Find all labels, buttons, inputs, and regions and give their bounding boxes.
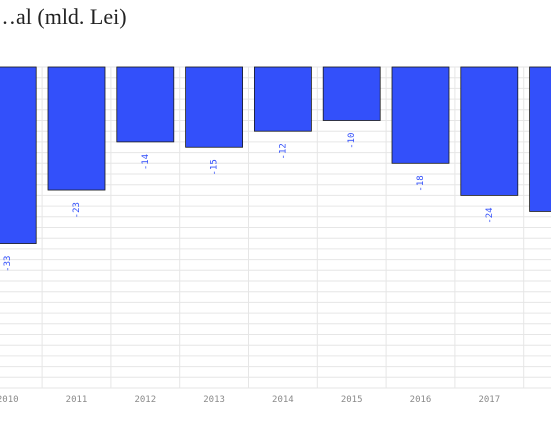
x-tick-2010: 2010 — [0, 395, 19, 405]
data-label-2015: -10 — [347, 133, 357, 149]
x-tick-2015: 2015 — [341, 395, 363, 405]
x-tick-2017: 2017 — [478, 395, 500, 405]
bar-2016 — [391, 66, 450, 164]
bar-2013 — [185, 66, 244, 148]
bar-2010 — [0, 66, 37, 244]
data-label-2016: -18 — [416, 175, 426, 191]
x-tick-2013: 2013 — [203, 395, 225, 405]
data-label-2017: -24 — [485, 207, 495, 223]
bars: -33 -23 -14 -15 -12 -10 -18 -24 — [0, 66, 551, 272]
data-label-2012: -14 — [141, 154, 151, 170]
bar-2014 — [253, 66, 312, 132]
bar-2011 — [47, 66, 106, 191]
data-label-2010: -33 — [3, 256, 13, 272]
bar-2015 — [322, 66, 381, 121]
x-tick-2016: 2016 — [410, 395, 432, 405]
data-label-2013: -15 — [210, 159, 220, 175]
x-tick-2014: 2014 — [272, 395, 294, 405]
chart-title: …al (mld. Lei) — [0, 4, 127, 29]
data-label-2014: -12 — [278, 143, 288, 159]
x-axis-ticks: 2010 2011 2012 2013 2014 2015 2016 2017 — [0, 395, 500, 405]
bar-2012 — [116, 66, 175, 143]
bar-2018 — [529, 66, 551, 212]
bar-2017 — [460, 66, 519, 196]
data-label-2011: -23 — [72, 202, 82, 218]
x-tick-2011: 2011 — [66, 395, 88, 405]
x-tick-2012: 2012 — [134, 395, 156, 405]
